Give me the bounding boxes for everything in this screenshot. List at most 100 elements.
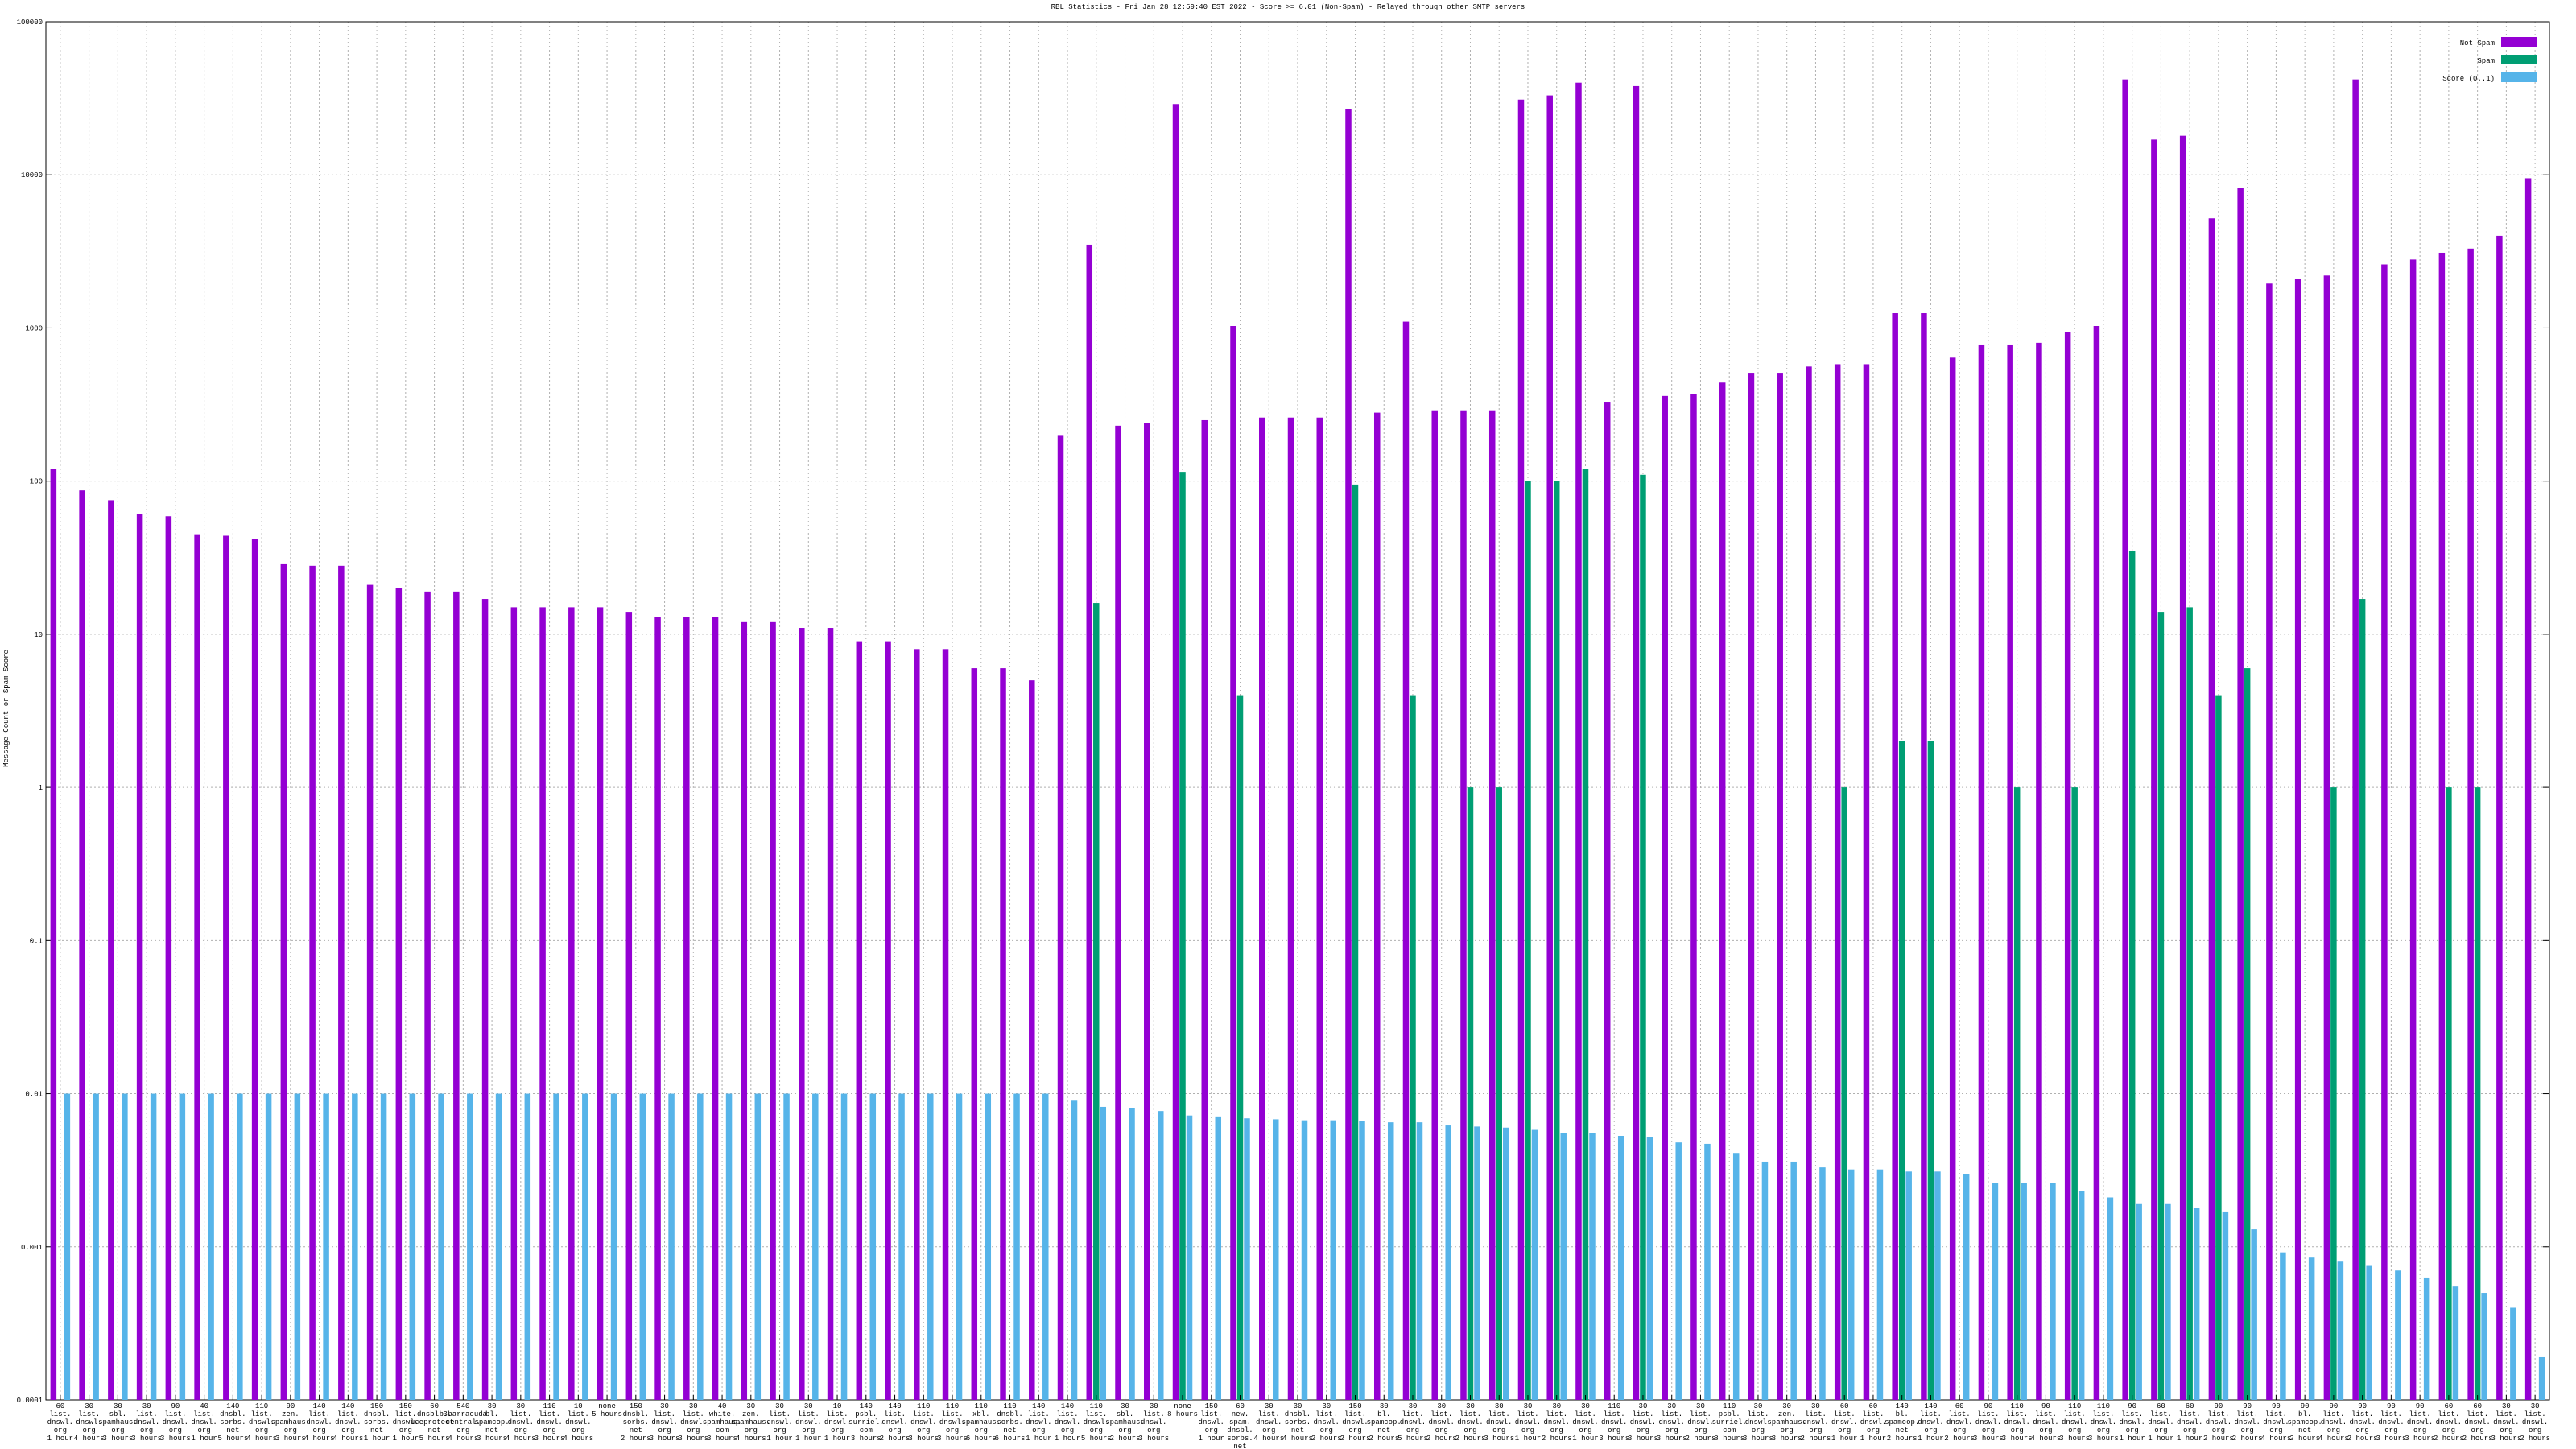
x-tick-label-line: 60 xyxy=(2157,1402,2165,1410)
bar xyxy=(1301,1120,1308,1400)
bar xyxy=(712,617,719,1400)
bar xyxy=(2381,264,2388,1400)
y-tick-label: 100000 xyxy=(17,19,43,27)
x-tick-label: 30 list. dnswl. org 3 hours xyxy=(1628,1402,1658,1443)
x-tick-label-line: org xyxy=(1781,1426,1794,1435)
bar xyxy=(898,1093,905,1400)
bar xyxy=(2423,1277,2430,1400)
x-tick-label-line: none xyxy=(598,1402,616,1410)
x-tick-label: 110 xbl. spamhaus. org 6 hours xyxy=(961,1402,1001,1443)
x-tick-label: 30 bl. spamcop. net 2 hours xyxy=(1367,1402,1402,1443)
x-tick-label-line: org xyxy=(917,1426,930,1435)
bar xyxy=(1949,357,1956,1400)
bar xyxy=(1115,425,1121,1401)
x-tick-label: 30 list. dnswl. org 3 hours xyxy=(1484,1402,1514,1443)
bar xyxy=(2050,1183,2056,1400)
x-tick-label-line: 1 hour xyxy=(766,1435,792,1443)
x-tick-label-line: 140 xyxy=(226,1402,239,1410)
x-tick-label-line: bl. xyxy=(2298,1410,2311,1418)
x-tick-label-line: 3 hours xyxy=(1657,1435,1687,1443)
x-tick-label-line: 30 xyxy=(1466,1402,1475,1410)
x-tick-label: 90 list. dnswl. org 3 hours xyxy=(2405,1402,2435,1443)
x-tick-label: 150 list. dnswl. org 1 hour xyxy=(393,1402,419,1443)
x-tick-label-line: org xyxy=(1061,1426,1074,1435)
x-tick-label-line: dnswl. xyxy=(2033,1418,2058,1426)
x-tick-label-line: none xyxy=(1174,1402,1191,1410)
x-tick-label: 60 list. dnswl. org 1 hour xyxy=(1831,1402,1857,1443)
x-tick-label-line: 540 xyxy=(456,1402,469,1410)
bar xyxy=(309,565,316,1400)
bar xyxy=(1144,423,1150,1400)
x-tick-label-line: 30 xyxy=(1121,1402,1129,1410)
x-tick-label-line: org xyxy=(2413,1426,2426,1435)
x-tick-label-line: 140 xyxy=(860,1402,873,1410)
bar xyxy=(2157,612,2165,1400)
bar xyxy=(1445,1125,1451,1400)
x-tick-label-line: 2 hours xyxy=(2232,1435,2263,1443)
bar xyxy=(1244,1118,1250,1400)
x-tick-label-line: spamhaus. xyxy=(271,1418,311,1426)
x-tick-label-line: dnsbl-3. xyxy=(417,1410,452,1418)
x-tick-label-line: 30 xyxy=(746,1402,755,1410)
bar xyxy=(79,490,85,1401)
bar xyxy=(1086,244,1093,1400)
x-tick-label-line: 30 xyxy=(142,1402,151,1410)
x-tick-label-line: list. xyxy=(1661,1410,1682,1418)
x-tick-label-line: 5 hours xyxy=(1397,1435,1428,1443)
x-tick-label-line: org xyxy=(2126,1426,2139,1435)
bar xyxy=(1662,395,1668,1400)
x-tick-label-line: org xyxy=(284,1426,297,1435)
bar xyxy=(2481,1293,2487,1400)
x-tick-label-line: dnswl. xyxy=(1055,1418,1080,1426)
x-tick-label-line: spamcop. xyxy=(1367,1418,1402,1426)
bar xyxy=(251,539,258,1400)
bar xyxy=(1402,321,1410,1400)
x-tick-label-line: dnswl. xyxy=(2206,1418,2231,1426)
x-tick-label-line: 30 xyxy=(1811,1402,1820,1410)
bar xyxy=(122,1093,128,1400)
x-tick-label-line: org xyxy=(745,1426,758,1435)
bar xyxy=(1496,787,1502,1400)
x-tick-label-line: org xyxy=(1090,1426,1103,1435)
x-tick-label: 150 dnsbl. sorbs. net 2 hours xyxy=(621,1402,651,1443)
bar xyxy=(1748,373,1755,1401)
x-tick-label-line: org xyxy=(2068,1426,2081,1435)
x-tick-label-line: dnswl. xyxy=(1429,1418,1455,1426)
x-tick-label-line: 90 xyxy=(2329,1402,2338,1410)
bar xyxy=(1410,695,1416,1400)
x-tick-label-line: dnswl. xyxy=(881,1418,907,1426)
x-tick-label: 30 list. dnswl. org 1 hour xyxy=(795,1402,821,1443)
bar xyxy=(280,563,287,1400)
x-tick-label: 60 list. dnswl. org 1 hour xyxy=(47,1402,73,1443)
x-tick-label-line: 3 hours xyxy=(851,1435,881,1443)
x-tick-label-line: 110 xyxy=(1723,1402,1736,1410)
x-tick-label-line: dnswl. xyxy=(1486,1418,1512,1426)
x-tick-label-line: 30 xyxy=(1294,1402,1302,1410)
bar xyxy=(1057,435,1064,1400)
x-tick-label-line: 2 hours xyxy=(1426,1435,1457,1443)
bar xyxy=(2352,79,2359,1400)
x-tick-label-line: org xyxy=(1579,1426,1591,1435)
x-tick-label-line: 140 xyxy=(1924,1402,1937,1410)
x-tick-label-line: spamhaus. xyxy=(961,1418,1001,1426)
x-tick-label-line: org xyxy=(1320,1426,1333,1435)
x-tick-label-line: 90 xyxy=(171,1402,180,1410)
x-tick-label: 150 list. dnswl. org 1 hour xyxy=(1199,1402,1224,1443)
x-tick-label-line: 4 hours xyxy=(2260,1435,2291,1443)
x-tick-label: 30 list. dnswl. org 2 hours xyxy=(1426,1402,1457,1443)
bar xyxy=(2036,342,2042,1400)
x-tick-label-line: 4 hours xyxy=(1282,1435,1313,1443)
x-tick-label-line: dnswl. xyxy=(1084,1418,1109,1426)
x-tick-label-line: list. xyxy=(510,1410,531,1418)
bar xyxy=(1460,410,1467,1401)
x-tick-label: 540 b.barracuda central. org 4 hours xyxy=(440,1402,488,1443)
x-tick-label-line: 4 hours xyxy=(736,1435,766,1443)
x-tick-label-line: list. xyxy=(1920,1410,1942,1418)
x-tick-label-line: 10 xyxy=(833,1402,842,1410)
bar xyxy=(467,1093,473,1400)
bar xyxy=(1841,787,1847,1400)
bar xyxy=(2294,279,2301,1401)
x-tick-label-line: dnswl. xyxy=(2407,1418,2433,1426)
x-tick-label-line: 3 hours xyxy=(2376,1435,2406,1443)
x-tick-label-line: org xyxy=(456,1426,469,1435)
